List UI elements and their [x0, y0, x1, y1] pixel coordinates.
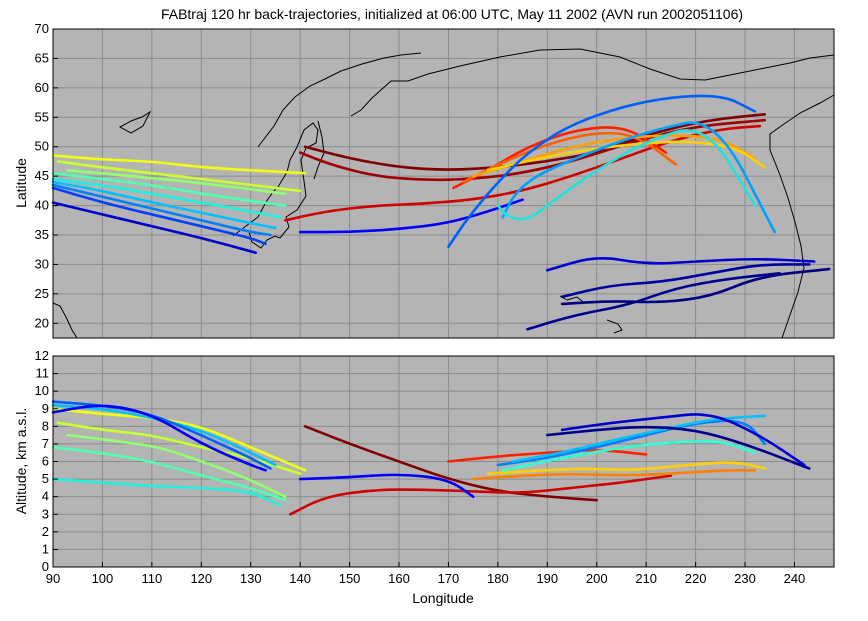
trajectory-line	[546, 425, 811, 470]
longitude-tick-label: 120	[190, 571, 212, 586]
altitude-ytick-label: 8	[42, 418, 49, 433]
longitude-tick-label: 140	[289, 571, 311, 586]
trajectory-line	[496, 129, 757, 221]
longitude-tick-label: 190	[536, 571, 558, 586]
map-trajectories	[51, 28, 835, 339]
coast-island-2	[559, 295, 584, 303]
trajectory-line	[51, 477, 282, 507]
map-ytick-label: 60	[35, 80, 49, 95]
trajectory-line	[496, 419, 767, 467]
altitude-ytick-label: 6	[42, 454, 49, 469]
longitude-tick-label: 100	[92, 571, 114, 586]
map-panel: 20 25 30 35 40 45 50 55 60 65 70 Latitude	[13, 21, 835, 339]
trajectory-line	[447, 448, 648, 463]
longitude-ticks: 90 100 110 120 130 140 150 160 170 180 190 200 210 22…	[46, 562, 806, 586]
map-ytick-label: 25	[35, 286, 49, 301]
map-ytick-label: 20	[35, 315, 49, 330]
longitude-tick-label: 130	[240, 571, 262, 586]
trajectory-line	[66, 169, 287, 196]
longitude-tick-label: 150	[339, 571, 361, 586]
trajectory-line	[51, 186, 267, 246]
altitude-ytick-label: 4	[42, 489, 49, 504]
longitude-tick-label: 230	[734, 571, 756, 586]
altitude-ytick-label: 2	[42, 524, 49, 539]
altitude-ytick-label: 7	[42, 436, 49, 451]
altitude-ytick-label: 3	[42, 506, 49, 521]
trajectory-line	[560, 263, 811, 299]
altitude-ytick-label: 12	[35, 348, 49, 363]
longitude-tick-label: 110	[141, 571, 162, 586]
trajectory-line	[56, 421, 302, 476]
trajectory-line	[546, 257, 816, 272]
trajectory-line	[51, 201, 257, 254]
longitude-axis-label: Longitude	[412, 590, 474, 606]
longitude-tick-label: 170	[438, 571, 460, 586]
altitude-ytick-label: 1	[42, 541, 49, 556]
trajectory-line	[486, 140, 767, 172]
trajectory-line	[66, 433, 287, 498]
trajectory-line	[51, 177, 282, 219]
trajectory-line	[526, 272, 781, 331]
trajectory-line	[501, 439, 757, 472]
altitude-trajectories	[51, 355, 835, 568]
map-ytick-label: 70	[35, 21, 49, 36]
latitude-axis-label: Latitude	[13, 158, 29, 208]
coast-island-3	[606, 319, 623, 334]
trajectory-line	[51, 404, 267, 472]
trajectory-line	[51, 180, 277, 230]
trajectory-line	[298, 198, 524, 234]
trajectory-line	[51, 171, 287, 207]
altitude-axis-label: Altitude, km a.s.l.	[13, 408, 29, 515]
altitude-ytick-label: 9	[42, 401, 49, 416]
longitude-tick-label: 220	[685, 571, 707, 586]
coast-asia	[52, 302, 78, 339]
coast-north-america	[769, 94, 835, 339]
trajectory-line	[501, 121, 776, 234]
trajectory-line	[303, 425, 598, 502]
trajectory-line	[51, 446, 287, 502]
map-ytick-label: 50	[35, 139, 49, 154]
trajectory-line	[51, 183, 272, 237]
map-ytick-label: 55	[35, 109, 49, 124]
coast-island-1	[118, 110, 152, 134]
trajectory-line	[471, 469, 757, 481]
trajectory-line	[289, 474, 673, 516]
map-axes-background	[52, 28, 835, 339]
longitude-tick-label: 180	[487, 571, 509, 586]
chart-title: FABtraj 120 hr back-trajectories, initia…	[161, 6, 743, 22]
map-ytick-label: 30	[35, 256, 49, 271]
longitude-tick-label: 200	[586, 571, 608, 586]
longitude-tick-label: 240	[784, 571, 806, 586]
map-ytick-label: 65	[35, 50, 49, 65]
altitude-ytick-label: 5	[42, 471, 49, 486]
altitude-ytick-label: 10	[35, 383, 49, 398]
coast-siberia	[257, 52, 422, 148]
longitude-tick-label: 210	[635, 571, 657, 586]
coast-kamchatka	[350, 48, 835, 117]
map-y-ticks: 20 25 30 35 40 45 50 55 60 65 70	[35, 21, 58, 330]
altitude-ytick-label: 11	[36, 366, 50, 381]
trajectory-line	[560, 267, 831, 306]
longitude-tick-label: 160	[388, 571, 410, 586]
map-ytick-label: 45	[35, 168, 49, 183]
trajectory-line	[511, 414, 767, 463]
trajectory-line	[486, 461, 767, 476]
trajectory-line	[56, 160, 302, 193]
trajectory-line	[298, 118, 767, 182]
trajectory-line	[298, 473, 475, 498]
trajectory-line	[447, 94, 757, 249]
altitude-ytick-label: 0	[42, 559, 49, 574]
map-ytick-label: 35	[35, 227, 49, 242]
trajectory-line	[560, 413, 806, 467]
trajectory-line	[51, 154, 307, 175]
map-ytick-label: 40	[35, 198, 49, 213]
coastlines	[52, 48, 835, 339]
axes-frame	[52, 28, 835, 339]
longitude-tick-label: 90	[46, 571, 60, 586]
